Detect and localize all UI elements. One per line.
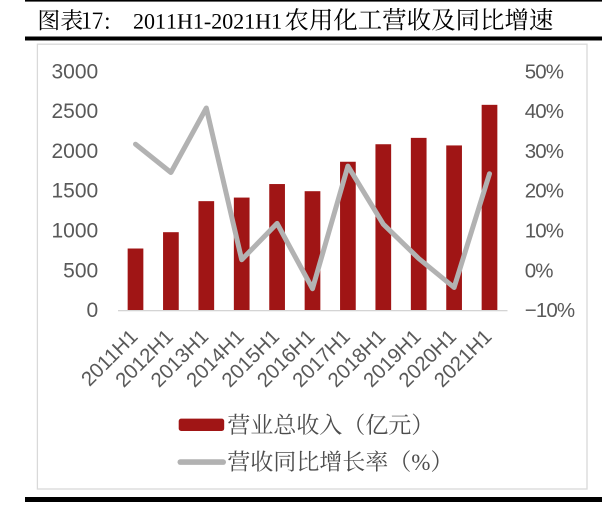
svg-text:40%: 40% bbox=[525, 100, 564, 123]
svg-text:−10%: −10% bbox=[525, 299, 575, 322]
svg-text:3000: 3000 bbox=[51, 60, 98, 83]
svg-text:0: 0 bbox=[87, 299, 99, 322]
svg-text:10%: 10% bbox=[525, 220, 564, 243]
svg-text:0%: 0% bbox=[525, 259, 554, 282]
svg-text:1000: 1000 bbox=[51, 220, 98, 243]
svg-text:2500: 2500 bbox=[51, 100, 98, 123]
svg-text:50%: 50% bbox=[525, 60, 564, 83]
svg-text:2000: 2000 bbox=[51, 140, 98, 163]
svg-text:20%: 20% bbox=[525, 180, 564, 203]
svg-text:500: 500 bbox=[63, 259, 98, 282]
svg-text:1500: 1500 bbox=[51, 180, 98, 203]
svg-text:30%: 30% bbox=[525, 140, 564, 163]
